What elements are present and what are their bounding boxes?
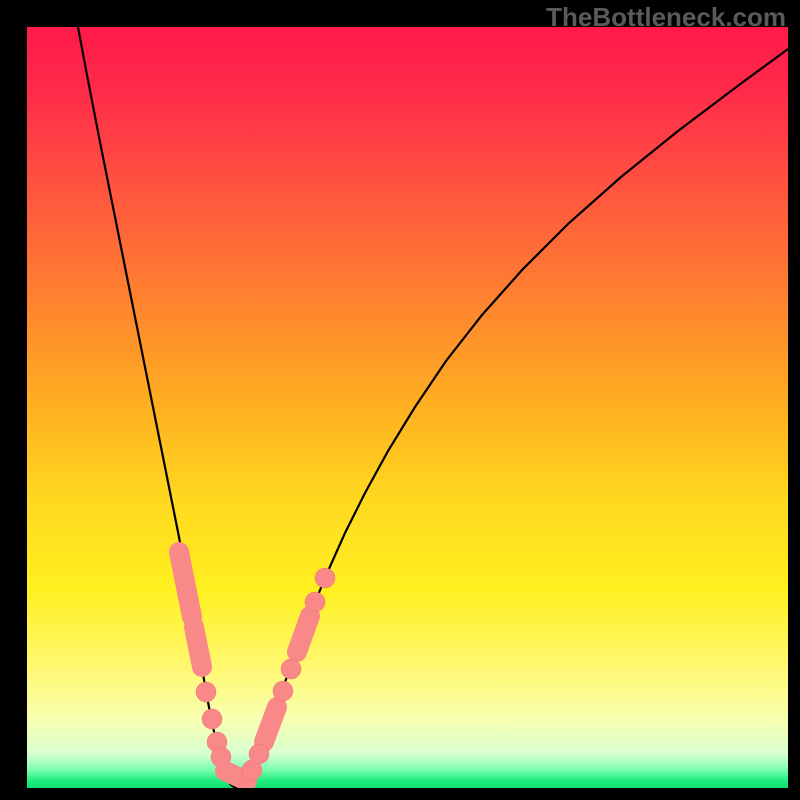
- curve-right-branch: [237, 49, 788, 788]
- marker-dot: [281, 659, 301, 679]
- watermark-text: TheBottleneck.com: [546, 2, 786, 33]
- plot-area: [27, 27, 788, 788]
- marker-dot: [305, 592, 325, 612]
- marker-dot: [315, 568, 335, 588]
- marker-dot: [202, 709, 222, 729]
- outer-frame: TheBottleneck.com: [0, 0, 800, 800]
- marker-dot: [273, 681, 293, 701]
- marker-dot: [196, 682, 216, 702]
- bottleneck-curve-layer: [27, 27, 788, 788]
- curve-left-branch: [78, 27, 237, 788]
- marker-dot: [249, 744, 269, 764]
